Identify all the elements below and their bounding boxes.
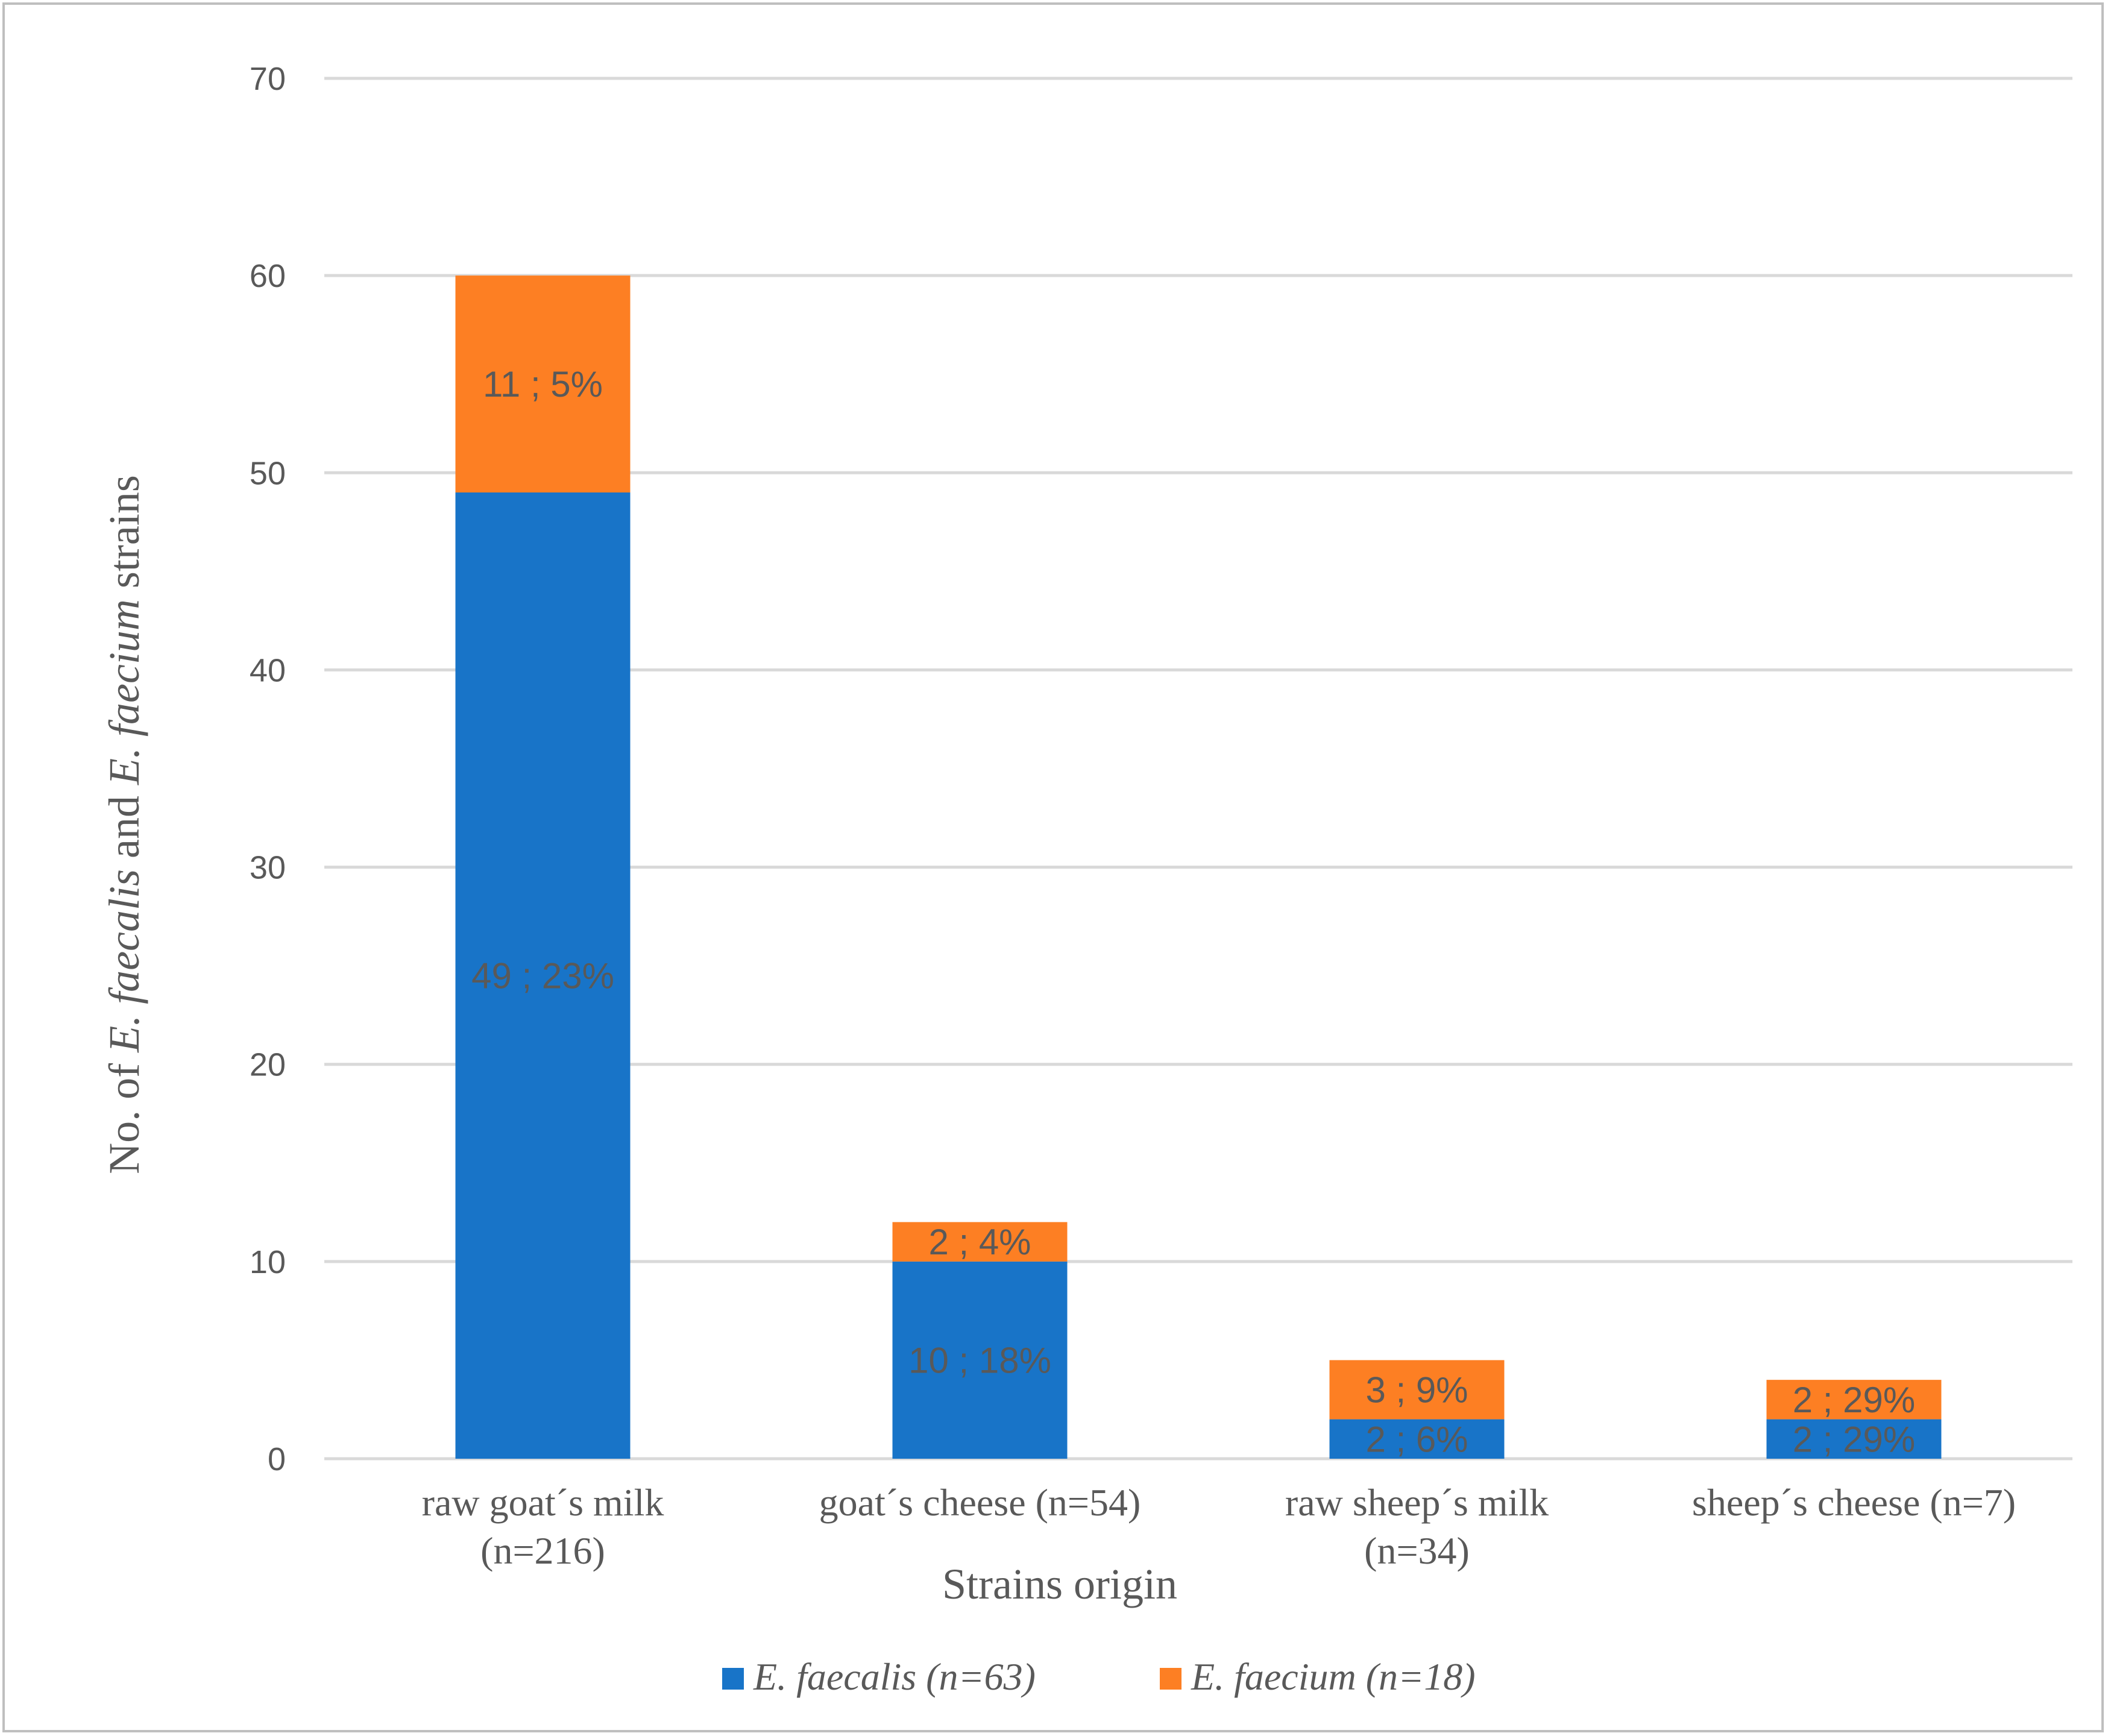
legend-label: E. faecium (n=18) xyxy=(1191,1655,1476,1698)
data-labels: 49 ; 23% 11 ; 5% 10 ; 18% 2 ; 4% 2 ; 6% 3 ; 9… xyxy=(471,364,1915,1459)
y-axis-title: No. of E. faecalis and E. faecium strain… xyxy=(100,475,148,1174)
y-tick-label: 30 xyxy=(250,850,286,886)
bar-segment[interactable] xyxy=(892,1261,1068,1459)
y-tick-label: 50 xyxy=(250,455,286,491)
y-tick-label: 20 xyxy=(250,1047,286,1083)
bar-segment[interactable] xyxy=(1329,1419,1505,1459)
x-category-label: raw goat´s milk (n=216) xyxy=(422,1481,664,1572)
y-tick-label: 60 xyxy=(250,258,286,294)
bar-segment[interactable] xyxy=(892,1222,1068,1262)
data-label: 10 ; 18% xyxy=(908,1340,1051,1380)
bars xyxy=(455,275,1942,1459)
data-label: 2 ; 29% xyxy=(1793,1419,1915,1459)
y-axis-ticks: 0 10 20 30 40 50 60 70 xyxy=(250,61,286,1477)
stacked-bar-chart: 0 10 20 30 40 50 60 70 49 ; 23% 11 ; 5% 10 ; 18% 2… xyxy=(100,61,2072,1698)
x-axis-title: Strains origin xyxy=(942,1560,1177,1608)
y-tick-label: 40 xyxy=(250,652,286,688)
legend-swatch xyxy=(1160,1668,1181,1690)
x-category-label: goat´s cheese (n=54) xyxy=(819,1481,1141,1524)
data-label: 2 ; 4% xyxy=(928,1222,1031,1262)
y-tick-label: 70 xyxy=(250,61,286,97)
data-label: 2 ; 6% xyxy=(1365,1419,1468,1459)
x-category-label: sheep´s cheese (n=7) xyxy=(1692,1481,2016,1524)
legend-label: E. faecalis (n=63) xyxy=(753,1655,1036,1698)
y-tick-label: 10 xyxy=(250,1244,286,1280)
data-label: 2 ; 29% xyxy=(1793,1380,1915,1420)
bar-segment[interactable] xyxy=(1766,1419,1942,1459)
x-category-label: raw sheep´s milk (n=34) xyxy=(1285,1481,1549,1572)
y-tick-label: 0 xyxy=(268,1441,286,1477)
data-label: 49 ; 23% xyxy=(471,956,614,996)
x-axis-categories: raw goat´s milk (n=216) goat´s cheese (n=5… xyxy=(422,1481,2016,1572)
legend-item[interactable]: E. faecium (n=18) xyxy=(1160,1655,1476,1698)
data-label: 3 ; 9% xyxy=(1365,1370,1468,1410)
bar-segment[interactable] xyxy=(455,275,631,492)
bar-segment[interactable] xyxy=(455,492,631,1459)
data-label: 11 ; 5% xyxy=(483,364,603,404)
bar-segment[interactable] xyxy=(1329,1360,1505,1420)
legend[interactable]: E. faecalis (n=63) E. faecium (n=18) xyxy=(722,1655,1476,1698)
bar-segment[interactable] xyxy=(1766,1380,1942,1420)
legend-item[interactable]: E. faecalis (n=63) xyxy=(722,1655,1036,1698)
legend-swatch xyxy=(722,1668,744,1690)
